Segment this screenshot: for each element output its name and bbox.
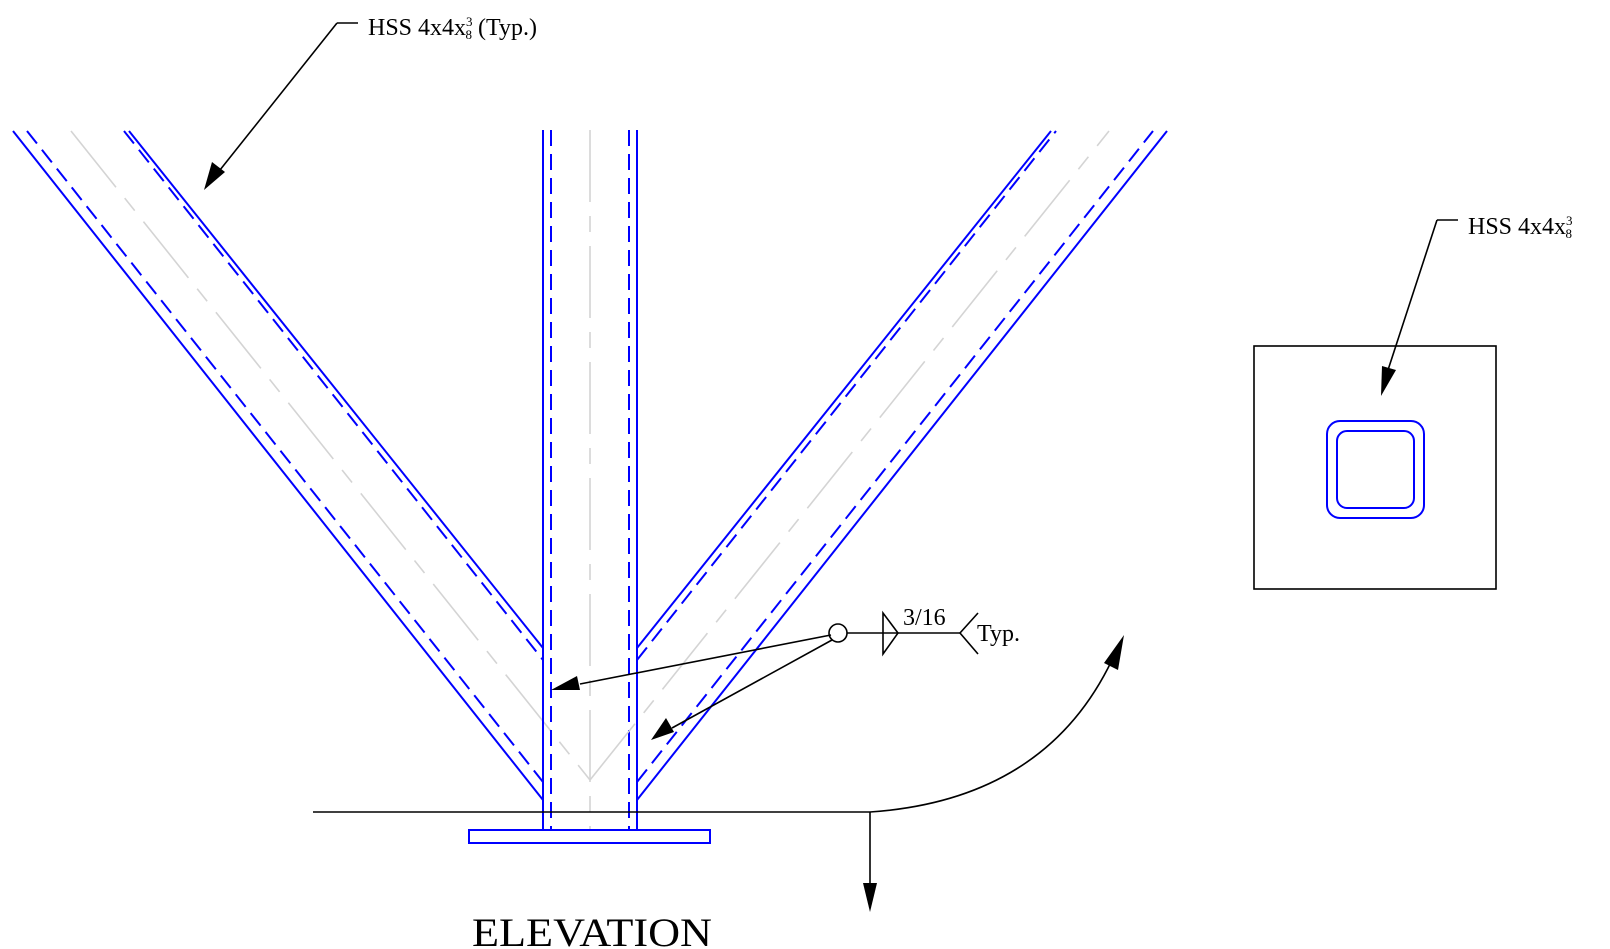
vertical-post [542,130,638,830]
section-base-plate-outline [1253,345,1497,590]
member-callout-arrowhead-icon [204,162,225,190]
weld-tail-icon [958,612,979,655]
hss-section-outer [1326,420,1425,519]
hss-section-inner [1336,430,1415,509]
member-callout: HSS 4x4x3 8 (Typ.) [204,14,537,190]
left-brace-inner-edge [128,130,544,649]
section-callout-leader [1387,219,1438,371]
curved-view-arrow [869,659,1113,813]
right-brace-inner-wall-hidden [636,130,1057,661]
member-callout-label: HSS 4x4x3 8 (Typ.) [368,14,537,42]
all-around-weld-circle-icon [828,623,848,643]
left-brace-centerline [70,130,591,781]
section-view: HSS 4x4x3 8 [1253,213,1573,590]
section-callout-label: HSS 4x4x3 8 [1468,213,1573,241]
right-brace-outer-edge [636,130,1168,801]
curved-arrowhead-icon [1104,635,1124,670]
fillet-weld-symbol-icon [882,610,899,657]
left-diagonal-brace [12,130,591,801]
right-brace-outer-wall-hidden [636,130,1154,783]
weld-leader-brace-arrowhead-icon [651,718,674,740]
weld-symbol: 3/16 Typ. [551,605,1020,740]
weld-leader-to-brace [671,639,833,729]
right-brace-centerline [589,130,1110,781]
left-brace-inner-wall-hidden [123,130,544,661]
left-brace-outer-edge [12,130,544,801]
right-brace-inner-edge [636,130,1052,649]
weld-tail-note: Typ. [977,621,1020,647]
section-callout-arrowhead-icon [1381,366,1396,396]
view-title: ELEVATION [472,910,712,949]
base-plate [468,829,711,844]
weld-size-label: 3/16 [903,605,946,631]
down-arrowhead-icon [863,883,877,912]
section-view-arrows [863,635,1124,912]
left-brace-outer-wall-hidden [26,130,544,783]
right-diagonal-brace [589,130,1168,801]
elevation-title: ELEVATION [472,910,712,949]
weld-leader-to-post [579,634,832,685]
weld-leader-post-arrowhead-icon [551,676,580,690]
member-callout-leader [211,22,338,181]
